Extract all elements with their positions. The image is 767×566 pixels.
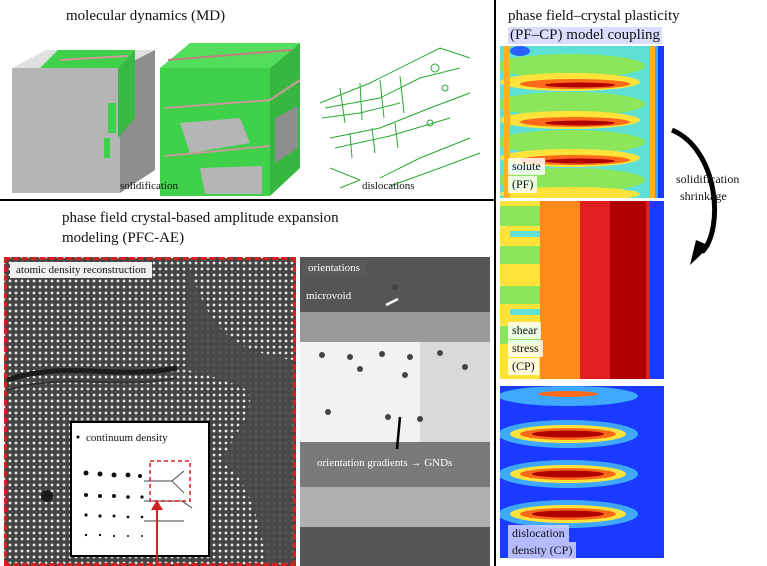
pfcp-title-line2: (PF–CP) model coupling [508,27,663,44]
shear-label-line2: stress [508,340,543,357]
caption-dislocations: dislocations [362,180,415,192]
grain-boundary-overlay [7,260,293,563]
md-figure [12,43,481,196]
md-cube-solidified [160,43,301,196]
shear-label-line1: shear [508,322,542,339]
solute-label-line1: solute [508,158,545,175]
disloc-label-line1: dislocation [508,525,569,542]
disloc-label-line2: density (CP) [508,542,577,559]
shrinkage-arrow [670,127,718,265]
microvoid-label: microvoid [306,290,352,302]
orientations-label: orientations [302,260,366,276]
continuum-density-plot [76,435,193,538]
md-cube-initial [12,50,155,193]
caption-solidification: solidification [120,180,179,192]
atomic-density-label: atomic density reconstruction [10,262,153,278]
pfcae-title-line1: phase field crystal-based amplitude expa… [62,210,339,226]
orientations-map [300,257,490,566]
shear-label-line3: (CP) [508,358,539,375]
solute-label-line2: (PF) [508,176,538,193]
continuum-density-label: continuum density [86,432,168,444]
shrinkage-label-line2: shrinkage [680,189,727,203]
zoom-arrow [151,500,163,566]
md-dislocation-network [319,47,481,189]
shrinkage-label-line1: solidification [676,172,740,186]
continuum-density-inset [70,421,210,557]
pfcae-title-line2: modeling (PFC-AE) [62,230,185,246]
md-title: molecular dynamics (MD) [66,8,226,24]
pfcp-title-line1: phase field–crystal plasticity [508,8,680,24]
horizontal-divider [0,199,495,201]
vertical-divider [494,0,496,566]
orientation-gradients-label: orientation gradients → GNDs [317,457,453,469]
